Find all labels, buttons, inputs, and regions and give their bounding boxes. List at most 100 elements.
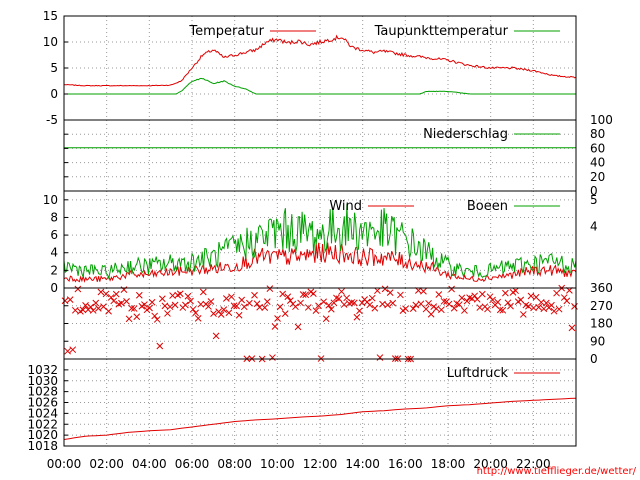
direction-point: [338, 288, 345, 295]
direction-point: [517, 296, 525, 304]
y-tick-label: 270: [590, 299, 613, 313]
direction-point: [322, 315, 330, 323]
y-tick-label: 15: [43, 9, 58, 23]
direction-point: [246, 299, 253, 307]
direction-point: [281, 310, 289, 317]
series-line: [64, 77, 576, 95]
direction-point: [535, 303, 543, 311]
direction-point: [294, 323, 302, 331]
direction-point: [269, 354, 276, 361]
legend-label: Wind: [329, 199, 362, 214]
x-tick-label: 00:00: [47, 457, 82, 471]
direction-point: [69, 346, 77, 354]
y-tick-label: 90: [590, 334, 605, 348]
y-tick-label: 2: [50, 263, 58, 277]
direction-point: [381, 285, 389, 293]
credit-link[interactable]: http://www.tiefflieger.de/wetter/: [477, 466, 637, 477]
series-line: [63, 34, 577, 87]
direction-point: [553, 289, 560, 297]
direction-point: [353, 313, 361, 321]
direction-point: [412, 301, 420, 309]
direction-point: [420, 287, 427, 295]
direction-point: [176, 290, 184, 298]
direction-point: [292, 303, 299, 311]
tick-layer: -505101502040608010002468104509018027036…: [27, 9, 612, 471]
direction-point: [504, 299, 512, 307]
direction-point: [461, 307, 468, 314]
direction-point: [71, 306, 79, 314]
direction-point: [171, 301, 179, 309]
direction-point: [379, 300, 386, 308]
direction-point: [194, 314, 202, 322]
direction-point: [348, 299, 356, 306]
direction-point: [448, 285, 455, 293]
y-tick-label: 40: [590, 156, 605, 170]
direction-point: [417, 300, 425, 308]
direction-point: [368, 294, 376, 302]
series-layer: [61, 34, 578, 440]
y-tick-label: 8: [50, 210, 58, 224]
legend-label: Luftdruck: [447, 366, 509, 381]
direction-point: [146, 304, 153, 312]
direction-point: [166, 303, 174, 311]
y-tick-label: 10: [43, 35, 58, 49]
direction-point: [79, 306, 87, 314]
direction-point: [89, 307, 97, 314]
direction-point: [107, 294, 115, 301]
direction-point: [496, 306, 504, 314]
direction-point: [192, 309, 199, 317]
direction-point: [87, 303, 95, 311]
direction-point: [425, 299, 432, 307]
direction-point: [61, 297, 69, 305]
y-tick-label: 4: [50, 246, 58, 260]
direction-point: [217, 311, 225, 318]
direction-point: [340, 301, 348, 308]
legend-label: Temperatur: [188, 24, 264, 39]
direction-point: [555, 305, 563, 313]
direction-point: [371, 304, 379, 312]
direction-point: [304, 304, 312, 311]
x-tick-label: 08:00: [217, 457, 252, 471]
y-tick-label: 1018: [27, 439, 58, 453]
direction-point: [82, 302, 89, 309]
direction-point: [158, 295, 166, 303]
direction-point: [148, 298, 156, 306]
direction-point: [499, 306, 507, 314]
direction-point: [66, 296, 74, 303]
x-tick-label: 06:00: [175, 457, 210, 471]
direction-point: [184, 292, 192, 300]
direction-point: [130, 305, 138, 312]
direction-point: [455, 301, 463, 308]
direction-point: [525, 302, 532, 310]
direction-point: [123, 297, 130, 305]
direction-point: [519, 311, 527, 318]
y-tick-label: 360: [590, 281, 613, 295]
direction-point: [222, 295, 230, 302]
y-tick-label: 1030: [27, 374, 58, 388]
direction-point: [125, 315, 133, 323]
direction-point: [550, 307, 558, 315]
right-tick-label: 4: [590, 219, 598, 233]
x-tick-label: 14:00: [345, 457, 380, 471]
direction-point: [325, 301, 333, 309]
y-tick-label: 0: [50, 281, 58, 295]
direction-point: [463, 297, 471, 305]
direction-point: [212, 332, 220, 340]
direction-point: [376, 354, 384, 361]
direction-point: [297, 299, 304, 307]
x-tick-label: 22:00: [516, 457, 551, 471]
direction-point: [164, 310, 171, 317]
direction-point: [151, 312, 159, 320]
direction-point: [386, 289, 394, 297]
direction-point: [133, 313, 141, 321]
direction-point: [94, 305, 102, 312]
y-tick-label: 1028: [27, 385, 58, 399]
direction-point: [450, 304, 458, 312]
direction-point: [92, 299, 100, 307]
direction-point: [571, 303, 578, 310]
y-tick-label: 180: [590, 317, 613, 331]
direction-point: [256, 303, 263, 311]
series-line: [63, 397, 577, 440]
legend-label: Niederschlag: [423, 127, 508, 142]
y-tick-label: 80: [590, 127, 605, 141]
